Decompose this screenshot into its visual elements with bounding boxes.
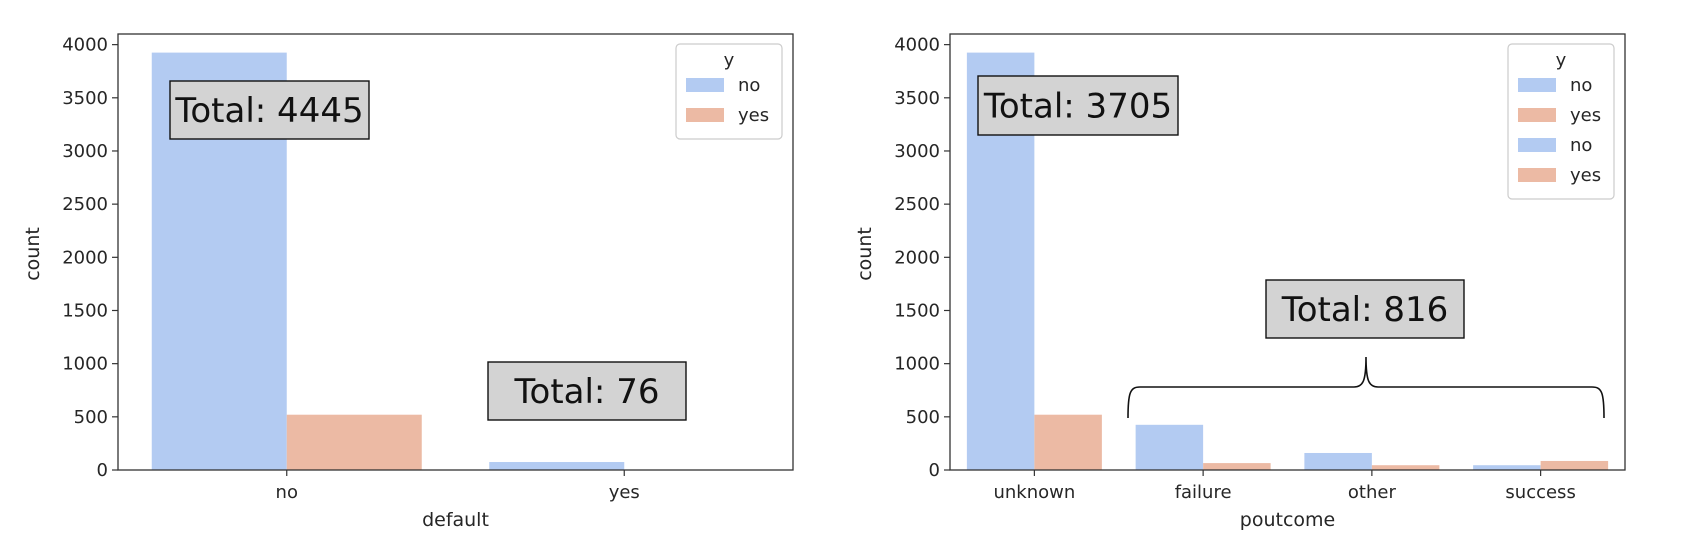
- legend-label-yes: yes: [738, 105, 769, 126]
- y-tick-label: 500: [74, 407, 108, 428]
- legend-swatch-yes: [686, 108, 724, 122]
- y-tick-label: 4000: [894, 35, 940, 56]
- y-tick-label: 1500: [894, 300, 940, 321]
- legend-label-no: no: [1570, 75, 1592, 96]
- annotation-box: Total: 816: [1265, 279, 1465, 339]
- y-tick-label: 3000: [62, 141, 108, 162]
- annotation-rect: [169, 80, 370, 140]
- y-tick-label: 2000: [62, 247, 108, 268]
- annotation-box: Total: 4445: [169, 80, 370, 140]
- bar-yes-other: [1371, 465, 1440, 470]
- x-tick-label: other: [1348, 482, 1397, 503]
- x-tick-label: success: [1505, 482, 1575, 503]
- annotation-rect: [487, 361, 687, 421]
- y-tick-label: 500: [906, 407, 940, 428]
- bar-no-yes: [489, 462, 625, 470]
- x-tick-label: yes: [609, 482, 640, 503]
- group-brace: [1127, 356, 1605, 419]
- annotation-text: Total: 816: [1281, 290, 1449, 330]
- legend-title: y: [1556, 50, 1567, 71]
- legend-label-no: no: [1570, 135, 1592, 156]
- annotation-text: Total: 76: [514, 372, 660, 412]
- legend-label-yes: yes: [1570, 105, 1601, 126]
- x-tick-label: failure: [1175, 482, 1232, 503]
- annotation-text: Total: 3705: [983, 87, 1172, 127]
- bar-yes-no: [286, 414, 422, 470]
- legend-label-yes: yes: [1570, 165, 1601, 186]
- bar-yes-success: [1540, 460, 1609, 470]
- legend-title: y: [724, 50, 735, 71]
- y-tick-label: 0: [97, 460, 108, 481]
- y-tick-label: 4000: [62, 35, 108, 56]
- y-tick-label: 1000: [894, 354, 940, 375]
- chart-1: 0 500 1000 1500 2000 2500 3000 3500 4000 no yes def…: [22, 33, 794, 531]
- annotation-box: Total: 3705: [977, 75, 1179, 136]
- chart-2: 0 500 1000 1500 2000 2500 3000 3500 4000 unknown f…: [854, 33, 1626, 531]
- x-tick-label: unknown: [993, 482, 1075, 503]
- bar-yes-failure: [1203, 463, 1271, 470]
- y-tick-label: 2500: [62, 194, 108, 215]
- annotation-text: Total: 4445: [174, 91, 363, 131]
- plot-frame: [949, 33, 1626, 471]
- y-tick-label: 2500: [894, 194, 940, 215]
- x-axis-label: default: [422, 509, 489, 531]
- legend-swatch-yes: [1518, 108, 1556, 122]
- y-tick-label: 3500: [894, 88, 940, 109]
- legend-swatch-yes: [1518, 168, 1556, 182]
- y-tick-label: 0: [929, 460, 940, 481]
- annotation-box: Total: 76: [487, 361, 687, 421]
- bar-yes-unknown: [1034, 414, 1102, 470]
- plot-frame: [117, 33, 794, 471]
- y-tick-label: 2000: [894, 247, 940, 268]
- legend-swatch-no: [1518, 138, 1556, 152]
- y-tick-label: 3500: [62, 88, 108, 109]
- y-tick-label: 3000: [894, 141, 940, 162]
- bar-no-failure: [1135, 424, 1204, 470]
- bar-no-other: [1304, 452, 1372, 470]
- y-tick-label: 1000: [62, 354, 108, 375]
- x-tick-label: no: [276, 482, 298, 503]
- annotation-rect: [977, 75, 1179, 136]
- legend-label-no: no: [738, 75, 760, 96]
- x-axis-label: poutcome: [1240, 509, 1335, 531]
- legend: yno yes: [675, 43, 783, 140]
- bar-no-success: [1473, 465, 1541, 470]
- annotation-rect: [1265, 279, 1465, 339]
- y-tick-label: 1500: [62, 300, 108, 321]
- legend-swatch-no: [1518, 78, 1556, 92]
- y-axis-label: count: [854, 227, 876, 281]
- y-axis-label: count: [22, 227, 44, 281]
- legend-swatch-no: [686, 78, 724, 92]
